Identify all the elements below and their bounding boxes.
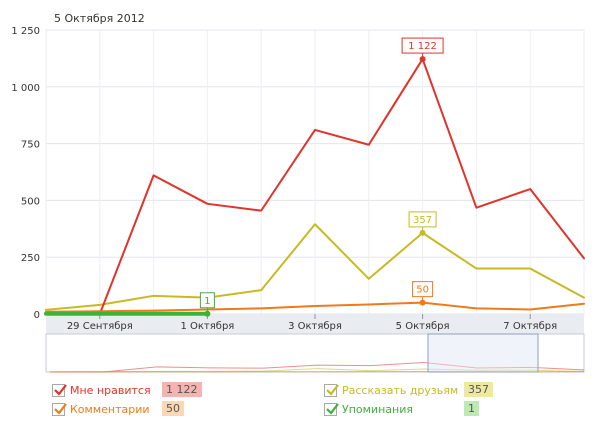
legend-label: Рассказать друзьям [342, 383, 459, 397]
legend: Мне нравится 1 122 Комментарии 50 Расска… [52, 380, 592, 430]
flag-box [412, 281, 434, 298]
check-icon[interactable] [52, 383, 67, 397]
legend-label: Мне нравится [70, 383, 151, 397]
y-tick-label: 750 [21, 140, 40, 151]
legend-item-mentions[interactable]: Упоминания [324, 401, 413, 417]
navigator-line [50, 361, 585, 373]
series-line [45, 223, 585, 311]
data-label: 357 [413, 215, 432, 226]
navigator[interactable] [45, 333, 585, 373]
legend-label: Комментарии [70, 402, 150, 416]
x-tick-label: 29 Сентября [67, 321, 133, 332]
y-axis: 0 250 500 750 1 000 1 250 [11, 26, 40, 321]
check-icon[interactable] [324, 402, 339, 416]
series-line [45, 58, 585, 315]
data-label: 50 [416, 285, 429, 296]
data-label: 1 [204, 296, 210, 307]
flag-box [408, 211, 437, 228]
flag-layer: 1 122 357 50 1 [199, 37, 444, 317]
y-tick-label: 1 000 [11, 83, 40, 94]
series-line [45, 301, 585, 313]
legend-item-likes[interactable]: Мне нравится [52, 382, 151, 398]
legend-value: 357 [464, 382, 493, 397]
check-icon[interactable] [52, 402, 67, 416]
y-tick-label: 250 [21, 253, 40, 264]
navigator-window[interactable] [427, 333, 539, 373]
legend-item-share[interactable]: Рассказать друзьям [324, 382, 458, 398]
y-tick-label: 0 [34, 310, 40, 321]
y-tick-label: 1 250 [11, 26, 40, 37]
flag-box [199, 292, 215, 309]
legend-item-comments[interactable]: Комментарии [52, 401, 150, 417]
data-label: 1 122 [408, 41, 437, 52]
x-axis-band [46, 314, 584, 334]
y-tick-label: 500 [21, 196, 40, 207]
check-icon[interactable] [324, 383, 339, 397]
x-tick-label: 7 Октября [503, 321, 557, 332]
x-tick-label: 3 Октября [288, 321, 342, 332]
x-tick-label: 5 Октября [396, 321, 450, 332]
legend-value: 1 122 [162, 382, 202, 397]
x-tick-label: 1 Октября [180, 321, 234, 332]
legend-value: 1 [464, 401, 479, 416]
legend-label: Упоминания [342, 402, 413, 416]
flag-box [401, 37, 444, 54]
legend-value: 50 [162, 401, 184, 416]
date-title: 5 Октября 2012 [54, 12, 145, 25]
series-layer [44, 58, 585, 316]
